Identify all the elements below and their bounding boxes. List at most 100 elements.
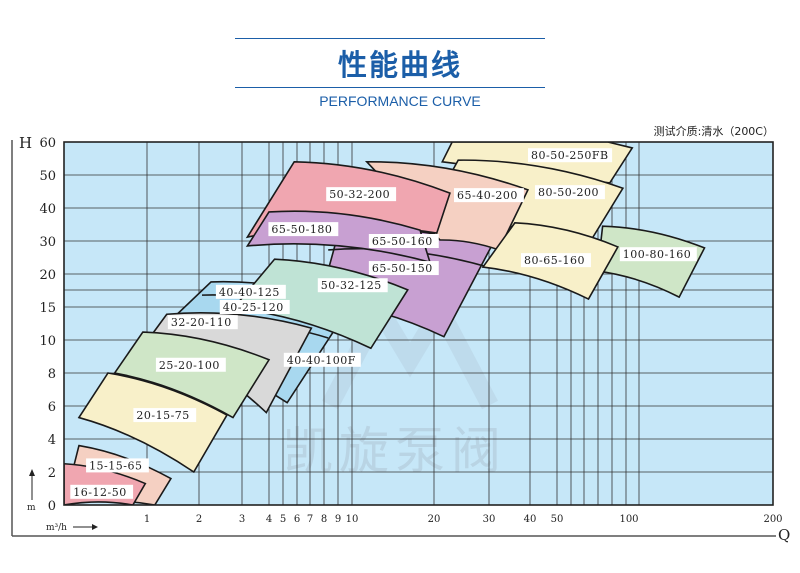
40-25-120-label: 40-25-120 [219,300,290,314]
pump-label: 80-50-250FB [531,149,609,162]
pump-label: 40-40-125 [219,286,280,299]
65-50-180-label: 65-50-180 [268,222,339,237]
x-tick-label: 4 [266,514,272,525]
x-tick-label: 2 [196,514,202,525]
20-15-75-label: 20-15-75 [133,408,197,423]
x-tick-label: 100 [619,514,638,525]
header-rule-top [235,38,545,39]
test-medium-note: 测试介质:清水（200C） [653,125,774,138]
pump-label: 15-15-65 [89,459,142,472]
40-40-100F-label: 40-40-100F [283,352,361,367]
25-20-100-label: 25-20-100 [155,357,226,372]
label-background [368,261,439,276]
label-background [219,300,290,314]
label-background [133,408,197,423]
pump-label: 50-32-125 [321,279,382,292]
label-background [70,484,134,499]
plot-border [63,141,774,506]
y-tick-label: 6 [48,400,56,415]
pump-label: 50-32-200 [329,188,390,201]
page-title: 性能曲线 [337,48,462,82]
page-subtitle: PERFORMANCE CURVE [319,93,481,109]
x-tick-label: 30 [483,514,496,525]
pump-label: 25-20-100 [159,359,220,372]
y-tick-label: 4 [48,433,56,448]
16-12-50-label: 16-12-50 [70,484,134,499]
label-background [283,352,361,367]
y-tick-label: 15 [39,301,56,316]
label-background [326,187,397,202]
y-tick-label: 30 [39,235,56,250]
50-32-125-label: 50-32-125 [317,278,388,293]
y-tick-label: 8 [48,367,56,382]
label-background [268,222,339,237]
x-tick-label: 7 [307,514,313,525]
y-tick-label: 50 [39,169,56,184]
x-tick-label: 3 [239,514,245,525]
y-tick-label: 60 [39,136,56,151]
pump-label: 20-15-75 [136,409,189,422]
x-tick-label: 9 [335,514,341,525]
80-50-250FB-label: 80-50-250FB [528,148,613,163]
x-unit-arrowhead [92,524,98,530]
pump-region-25-20-100 [113,331,271,419]
y-tick-label: 10 [39,334,56,349]
x-tick-label: 8 [321,514,327,525]
x-tick-label: 50 [551,514,564,525]
pump-label: 32-20-110 [171,316,232,329]
label-background [454,188,524,203]
pump-region-20-15-75 [77,372,229,474]
80-50-200-label: 80-50-200 [535,185,605,200]
40-40-125-label: 40-40-125 [215,284,286,299]
label-background [535,185,605,200]
x-tick-label: 1 [144,514,150,525]
pump-label: 65-40-200 [457,189,518,202]
pump-label: 40-40-100F [287,354,356,367]
y-tick-label: 20 [39,268,56,283]
x-tick-label: 20 [428,514,441,525]
15-15-65-label: 15-15-65 [86,458,149,473]
x-tick-label: 10 [346,514,359,525]
y-unit-arrowhead [29,469,35,476]
x-tick-label: 5 [280,514,286,525]
x-tick-label: 200 [763,514,782,525]
label-background [215,284,286,299]
label-background [86,458,149,473]
pump-label: 80-65-160 [524,254,585,267]
y-axis-label: H [19,134,32,152]
y-tick-label: 0 [48,499,56,514]
label-background [155,357,226,372]
pump-area [113,331,271,419]
pump-area [77,372,229,474]
watermark-logo: 凯旋泵阀 [283,422,507,480]
65-40-200-label: 65-40-200 [454,188,524,203]
pump-label: 40-25-120 [223,301,284,314]
pump-region-100-80-160 [596,225,706,299]
pump-label: 65-50-160 [372,235,433,248]
32-20-110-label: 32-20-110 [167,315,238,330]
label-background [521,253,591,268]
65-50-150-label: 65-50-150 [368,261,439,276]
pump-label: 65-50-180 [271,223,332,236]
100-80-160-label: 100-80-160 [619,247,697,262]
y-unit-label: m [27,503,36,513]
pump-area [596,225,706,299]
y-tick-label: 40 [39,202,56,217]
y-tick-label: 2 [48,466,56,481]
65-50-160-label: 65-50-160 [368,234,439,248]
x-tick-label: 6 [294,514,300,525]
label-background [528,148,613,163]
label-background [167,315,238,330]
pump-label: 100-80-160 [623,248,691,261]
pump-label: 80-50-200 [538,186,599,199]
50-32-200-label: 50-32-200 [326,187,397,202]
x-unit-label: m³/h [46,523,67,533]
pump-label: 65-50-150 [372,262,433,275]
pump-label: 16-12-50 [73,486,126,499]
x-axis-label: Q [778,526,790,544]
label-background [317,278,388,293]
x-tick-label: 40 [524,514,537,525]
80-65-160-label: 80-65-160 [521,253,591,268]
label-background [619,247,697,262]
